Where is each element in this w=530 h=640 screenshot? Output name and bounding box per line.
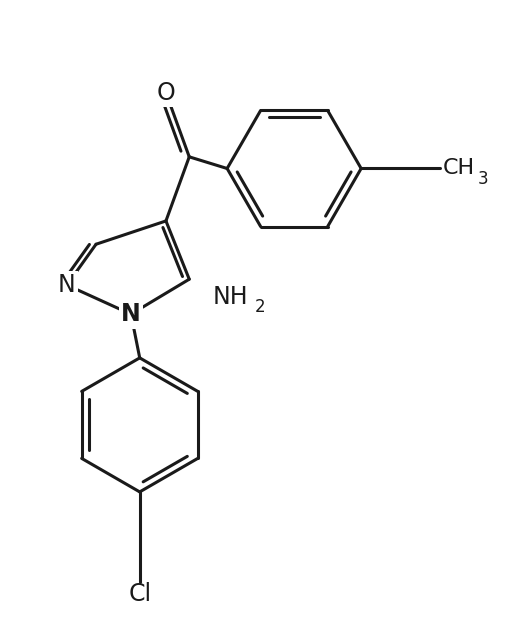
Text: N: N bbox=[58, 273, 76, 297]
Text: 3: 3 bbox=[478, 170, 488, 188]
Text: 2: 2 bbox=[254, 298, 265, 316]
Text: NH: NH bbox=[213, 285, 248, 308]
Text: N: N bbox=[121, 302, 141, 326]
Text: Cl: Cl bbox=[128, 582, 151, 606]
Text: CH: CH bbox=[443, 159, 475, 179]
Text: O: O bbox=[156, 81, 175, 105]
